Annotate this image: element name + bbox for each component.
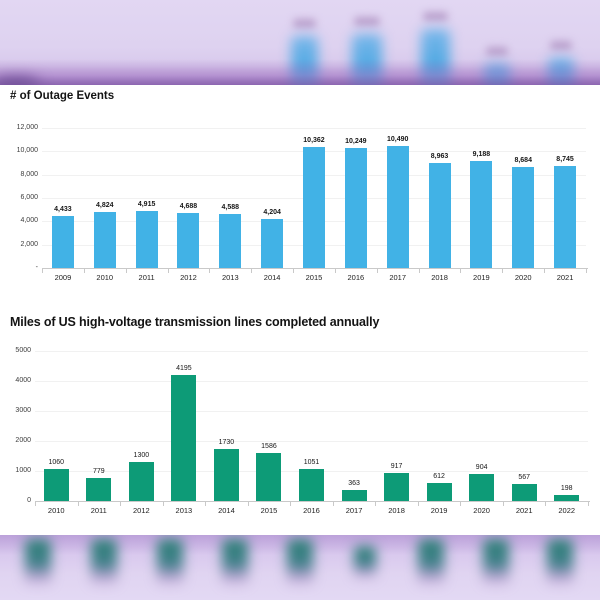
blurred-top-band: [0, 0, 600, 85]
blurred-label-blob: [293, 19, 316, 28]
blurred-bar: [547, 539, 573, 587]
blurred-label-blob: [354, 17, 380, 26]
blurred-bar: [483, 539, 509, 587]
blurred-bar: [157, 539, 183, 587]
outage-chart-title: # of Outage Events: [10, 90, 115, 102]
charts-card: [0, 85, 600, 535]
blurred-bar: [354, 546, 376, 580]
blurred-bar: [222, 539, 248, 587]
transmission-chart-title: Miles of US high-voltage transmission li…: [10, 315, 380, 329]
blurred-bar: [287, 539, 313, 587]
blurred-label-blob: [423, 12, 448, 21]
corner-smudge: [0, 77, 40, 85]
blurred-bottom-band: [0, 535, 600, 600]
blurred-label-blob: [486, 47, 508, 56]
blurred-bar: [91, 539, 117, 587]
blurred-bar: [25, 539, 51, 587]
blurred-label-blob: [550, 41, 572, 50]
top-band-shadow: [0, 59, 600, 85]
blurred-bar: [418, 539, 444, 587]
